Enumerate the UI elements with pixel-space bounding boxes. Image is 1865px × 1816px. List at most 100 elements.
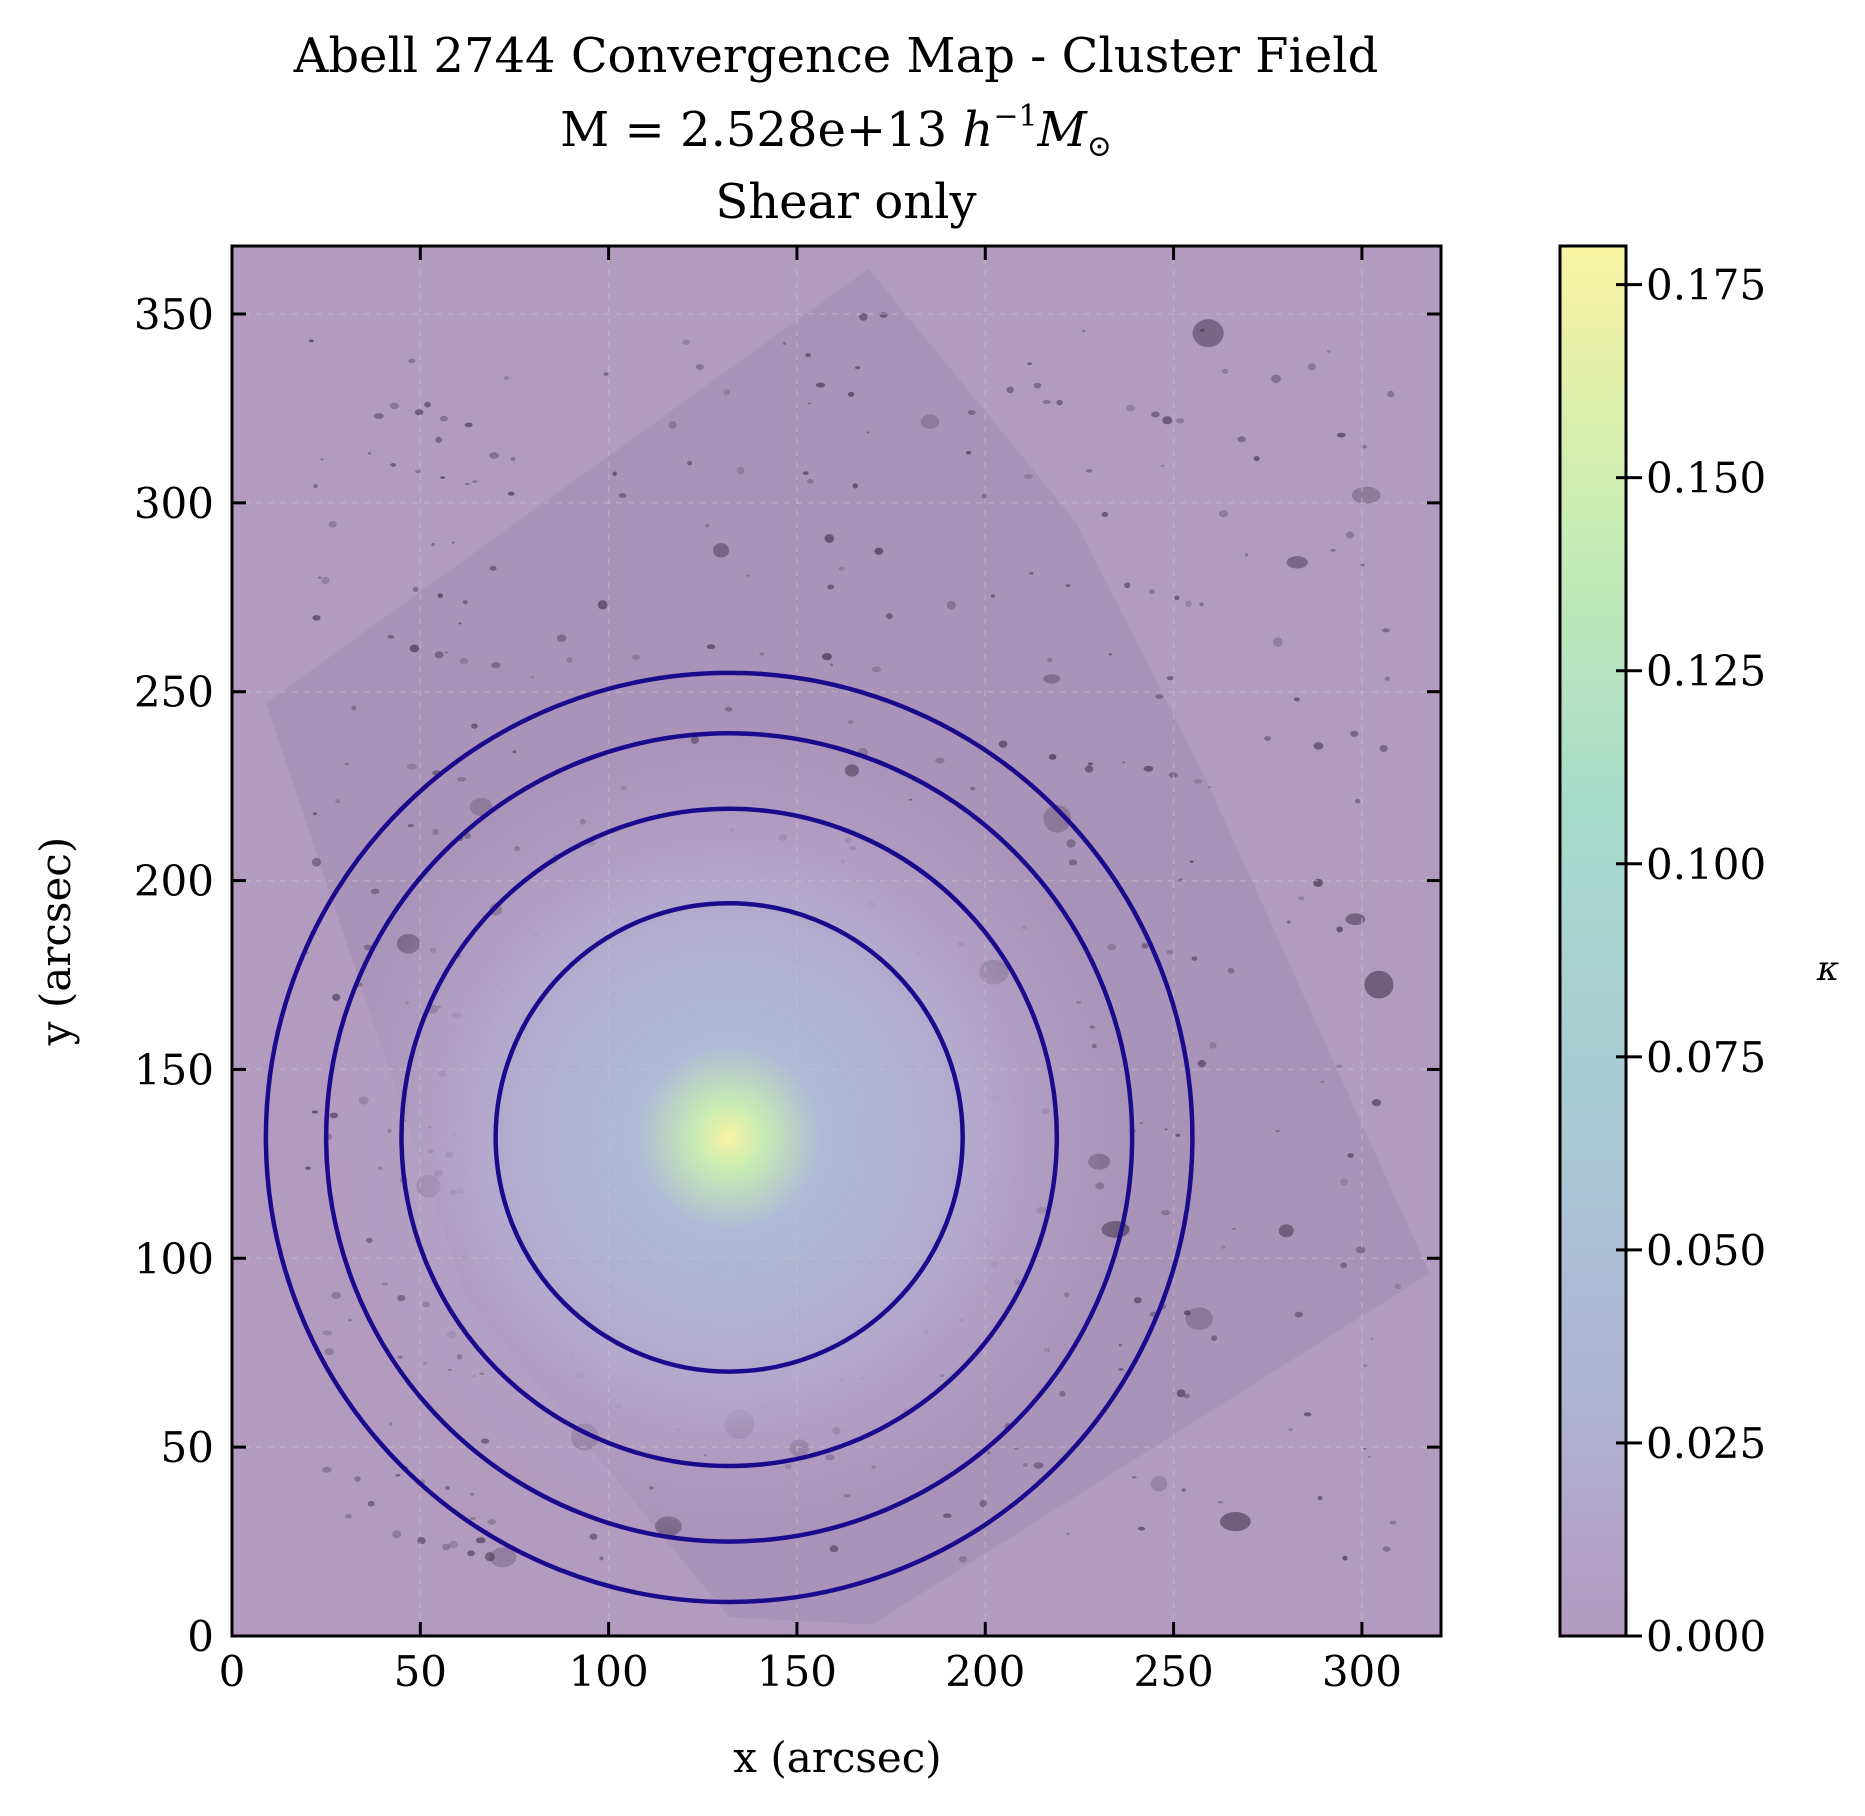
galaxy [1345, 913, 1366, 926]
y-axis-ticks: 0 50 100 150 200 250 300 350 [134, 290, 1441, 1661]
galaxy [434, 651, 444, 659]
galaxy [1029, 572, 1034, 575]
galaxy [322, 1330, 333, 1336]
galaxy [348, 1319, 352, 1322]
galaxy [388, 1422, 393, 1426]
galaxy [1237, 436, 1246, 443]
galaxy [1355, 1246, 1366, 1254]
galaxy [1174, 595, 1180, 601]
galaxy [1364, 970, 1394, 999]
galaxy [331, 1291, 342, 1300]
galaxy [1360, 563, 1365, 567]
galaxy [705, 523, 710, 528]
colorbar: 0.000 0.025 0.050 0.075 0.100 0.125 0.150 0.175… [1558, 244, 1839, 1661]
galaxy [824, 534, 835, 543]
galaxy [1350, 730, 1359, 737]
galaxy [695, 364, 704, 370]
galaxy [946, 600, 956, 610]
galaxy [1043, 674, 1061, 684]
galaxy [1175, 1133, 1181, 1137]
colorbar-tick-label: 0.050 [1646, 1226, 1766, 1275]
galaxy [1006, 386, 1014, 394]
galaxy [1047, 657, 1053, 663]
galaxy [682, 339, 690, 345]
galaxy [469, 1516, 476, 1521]
galaxy [821, 652, 832, 661]
galaxy [815, 382, 826, 388]
galaxy [320, 458, 324, 461]
x-tick-label: 0 [219, 1647, 246, 1696]
galaxy [838, 566, 845, 571]
mass-unit-exponent: −1 [993, 99, 1037, 134]
galaxy [510, 456, 516, 462]
galaxy [489, 452, 500, 459]
galaxy [1126, 404, 1136, 412]
galaxy [1340, 1262, 1348, 1269]
galaxy [1065, 583, 1071, 588]
galaxy [935, 757, 945, 764]
galaxy [1166, 949, 1173, 955]
galaxy [1218, 510, 1229, 518]
galaxy [1220, 1245, 1226, 1249]
galaxy [1221, 368, 1229, 375]
y-tick-label: 150 [134, 1045, 214, 1094]
galaxy [312, 812, 318, 816]
galaxy [852, 483, 858, 489]
galaxy [1176, 1389, 1186, 1398]
galaxy [1347, 1153, 1354, 1158]
x-tick-label: 300 [1322, 1647, 1402, 1696]
galaxy [1275, 1129, 1280, 1133]
galaxy [1197, 1059, 1207, 1068]
galaxy [1176, 418, 1185, 424]
galaxy [451, 541, 455, 544]
galaxy [1160, 1210, 1171, 1216]
galaxy [597, 600, 608, 610]
y-axis-label: y (arcsec) [31, 837, 80, 1046]
galaxy [1189, 860, 1194, 864]
galaxy [335, 799, 341, 804]
galaxy [1217, 1500, 1223, 1504]
colorbar-label: κ [1816, 949, 1839, 989]
galaxy [807, 479, 814, 484]
galaxy [311, 857, 321, 867]
galaxy [487, 1519, 497, 1525]
galaxy [1362, 445, 1367, 449]
mass-unit-h: h [962, 102, 993, 158]
galaxy [746, 574, 750, 577]
galaxy [370, 888, 380, 895]
galaxy [328, 521, 337, 528]
galaxy [424, 401, 431, 408]
galaxy [1014, 1447, 1019, 1450]
galaxy [1155, 694, 1164, 699]
galaxy [458, 622, 462, 625]
galaxy [1043, 805, 1072, 833]
galaxy [440, 476, 446, 480]
galaxy [1023, 1463, 1028, 1467]
galaxy [1084, 765, 1094, 773]
galaxy [1271, 374, 1281, 384]
galaxy [464, 422, 473, 428]
galaxy [805, 352, 811, 358]
galaxy [1244, 553, 1248, 557]
galaxy [389, 402, 399, 410]
galaxy [1118, 1343, 1122, 1347]
galaxy [1185, 600, 1192, 607]
galaxy [439, 415, 449, 422]
galaxy [1164, 1128, 1168, 1131]
galaxy [1066, 839, 1076, 848]
galaxy [431, 543, 435, 546]
galaxy [1371, 1099, 1382, 1107]
galaxy [631, 654, 641, 660]
galaxy [409, 644, 420, 653]
galaxy [1298, 896, 1305, 900]
chart-titles: Abell 2744 Convergence Map - Cluster Fie… [293, 28, 1379, 230]
galaxy [1320, 1080, 1324, 1083]
galaxy [392, 1530, 402, 1539]
galaxy [1193, 779, 1203, 784]
galaxy [1107, 943, 1117, 951]
galaxy [969, 786, 976, 791]
galaxy [1394, 1283, 1401, 1290]
galaxy [1384, 676, 1391, 681]
x-tick-label: 250 [1134, 1647, 1214, 1696]
